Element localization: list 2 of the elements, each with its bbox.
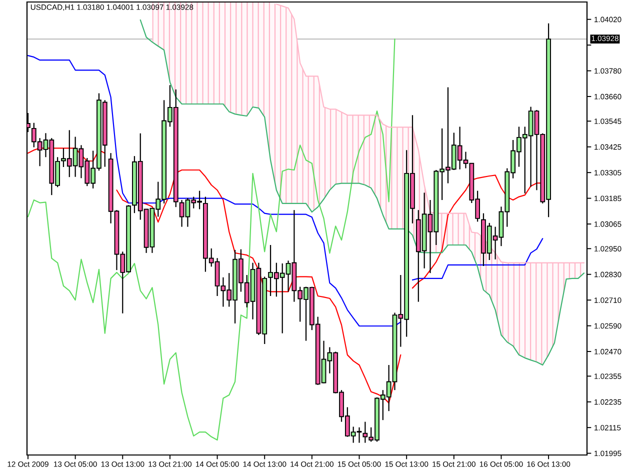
line-series: [27, 38, 396, 441]
line-series: [276, 4, 585, 264]
